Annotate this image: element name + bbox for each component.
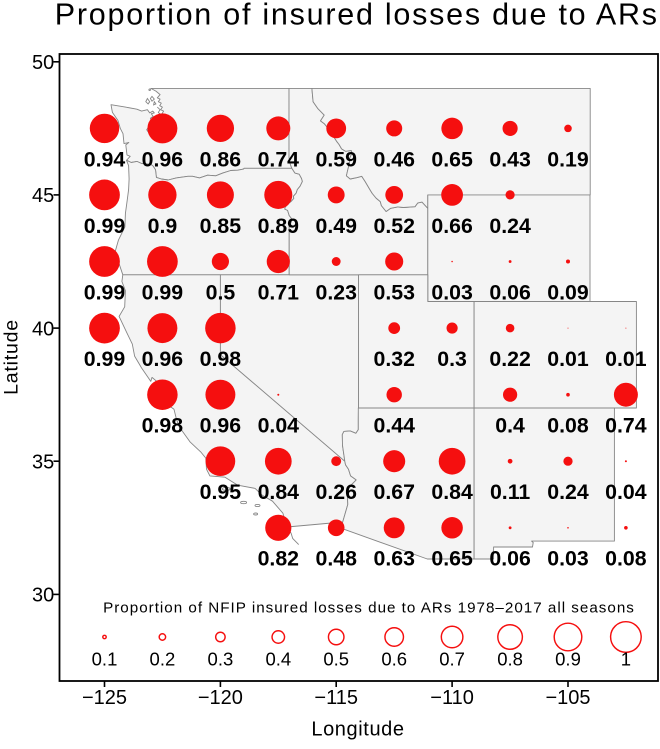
- svg-text:0.4: 0.4: [495, 414, 525, 438]
- svg-text:0.9: 0.9: [555, 648, 581, 669]
- svg-text:0.99: 0.99: [142, 280, 184, 304]
- svg-text:40: 40: [32, 318, 54, 340]
- svg-text:0.4: 0.4: [265, 648, 291, 669]
- svg-text:0.32: 0.32: [373, 347, 414, 371]
- svg-text:0.86: 0.86: [200, 147, 242, 171]
- svg-text:0.06: 0.06: [489, 280, 531, 304]
- svg-text:0.5: 0.5: [206, 280, 236, 304]
- svg-text:Proportion of NFIP insured los: Proportion of NFIP insured losses due to…: [103, 600, 635, 617]
- svg-text:0.99: 0.99: [84, 214, 126, 238]
- svg-text:0.96: 0.96: [142, 347, 184, 371]
- svg-text:−125: −125: [82, 687, 127, 709]
- svg-text:0.8: 0.8: [497, 648, 523, 669]
- svg-text:1: 1: [621, 648, 631, 669]
- svg-text:0.08: 0.08: [547, 414, 589, 438]
- svg-text:0.04: 0.04: [258, 414, 300, 438]
- svg-text:0.24: 0.24: [547, 480, 589, 504]
- svg-text:−115: −115: [314, 687, 358, 709]
- svg-text:0.04: 0.04: [605, 480, 647, 504]
- svg-text:0.99: 0.99: [84, 347, 126, 371]
- svg-text:Latitude: Latitude: [1, 319, 23, 395]
- svg-text:0.65: 0.65: [431, 547, 473, 571]
- svg-text:0.2: 0.2: [150, 648, 176, 669]
- svg-text:0.98: 0.98: [142, 414, 184, 438]
- svg-text:45: 45: [32, 185, 54, 207]
- svg-text:0.52: 0.52: [373, 214, 414, 238]
- svg-text:0.99: 0.99: [84, 280, 126, 304]
- svg-text:0.53: 0.53: [373, 280, 415, 304]
- svg-text:0.06: 0.06: [489, 547, 531, 571]
- svg-text:0.74: 0.74: [605, 414, 647, 438]
- svg-text:0.19: 0.19: [547, 147, 589, 171]
- svg-text:0.84: 0.84: [431, 480, 473, 504]
- svg-text:0.03: 0.03: [431, 280, 473, 304]
- svg-text:−120: −120: [198, 687, 243, 709]
- svg-text:0.63: 0.63: [373, 547, 415, 571]
- svg-text:50: 50: [32, 52, 54, 74]
- svg-text:0.82: 0.82: [258, 547, 299, 571]
- svg-text:0.5: 0.5: [323, 648, 349, 669]
- svg-text:0.1: 0.1: [92, 648, 118, 669]
- svg-text:0.66: 0.66: [431, 214, 473, 238]
- svg-text:0.96: 0.96: [200, 414, 242, 438]
- svg-text:0.7: 0.7: [439, 648, 465, 669]
- svg-text:0.43: 0.43: [489, 147, 531, 171]
- svg-text:0.23: 0.23: [315, 280, 357, 304]
- svg-text:0.85: 0.85: [200, 214, 242, 238]
- svg-text:0.22: 0.22: [489, 347, 530, 371]
- svg-text:30: 30: [32, 585, 54, 607]
- svg-text:Proportion of insured losses d: Proportion of insured losses due to ARs: [55, 0, 659, 31]
- svg-text:0.59: 0.59: [315, 147, 357, 171]
- svg-text:0.74: 0.74: [258, 147, 300, 171]
- svg-text:0.71: 0.71: [258, 280, 300, 304]
- svg-text:Longitude: Longitude: [311, 719, 404, 741]
- svg-text:0.96: 0.96: [142, 147, 184, 171]
- svg-text:0.48: 0.48: [315, 547, 357, 571]
- svg-text:0.3: 0.3: [208, 648, 234, 669]
- svg-text:0.11: 0.11: [490, 480, 530, 504]
- svg-text:0.01: 0.01: [547, 347, 589, 371]
- svg-text:0.67: 0.67: [373, 480, 414, 504]
- svg-text:0.44: 0.44: [373, 414, 415, 438]
- svg-text:−105: −105: [545, 687, 590, 709]
- svg-text:0.49: 0.49: [315, 214, 357, 238]
- svg-text:0.89: 0.89: [258, 214, 300, 238]
- svg-text:35: 35: [32, 452, 54, 474]
- svg-text:0.94: 0.94: [84, 147, 126, 171]
- svg-text:0.08: 0.08: [605, 547, 647, 571]
- svg-text:0.84: 0.84: [258, 480, 300, 504]
- svg-text:0.24: 0.24: [489, 214, 531, 238]
- svg-text:0.6: 0.6: [381, 648, 407, 669]
- svg-text:0.03: 0.03: [547, 547, 589, 571]
- svg-text:0.95: 0.95: [200, 480, 242, 504]
- svg-text:0.9: 0.9: [148, 214, 178, 238]
- svg-text:0.01: 0.01: [605, 347, 647, 371]
- svg-text:0.46: 0.46: [373, 147, 415, 171]
- svg-text:−110: −110: [430, 687, 474, 709]
- svg-text:0.65: 0.65: [431, 147, 473, 171]
- svg-text:0.98: 0.98: [200, 347, 242, 371]
- svg-text:0.09: 0.09: [547, 280, 589, 304]
- svg-text:0.26: 0.26: [315, 480, 357, 504]
- svg-text:0.3: 0.3: [437, 347, 467, 371]
